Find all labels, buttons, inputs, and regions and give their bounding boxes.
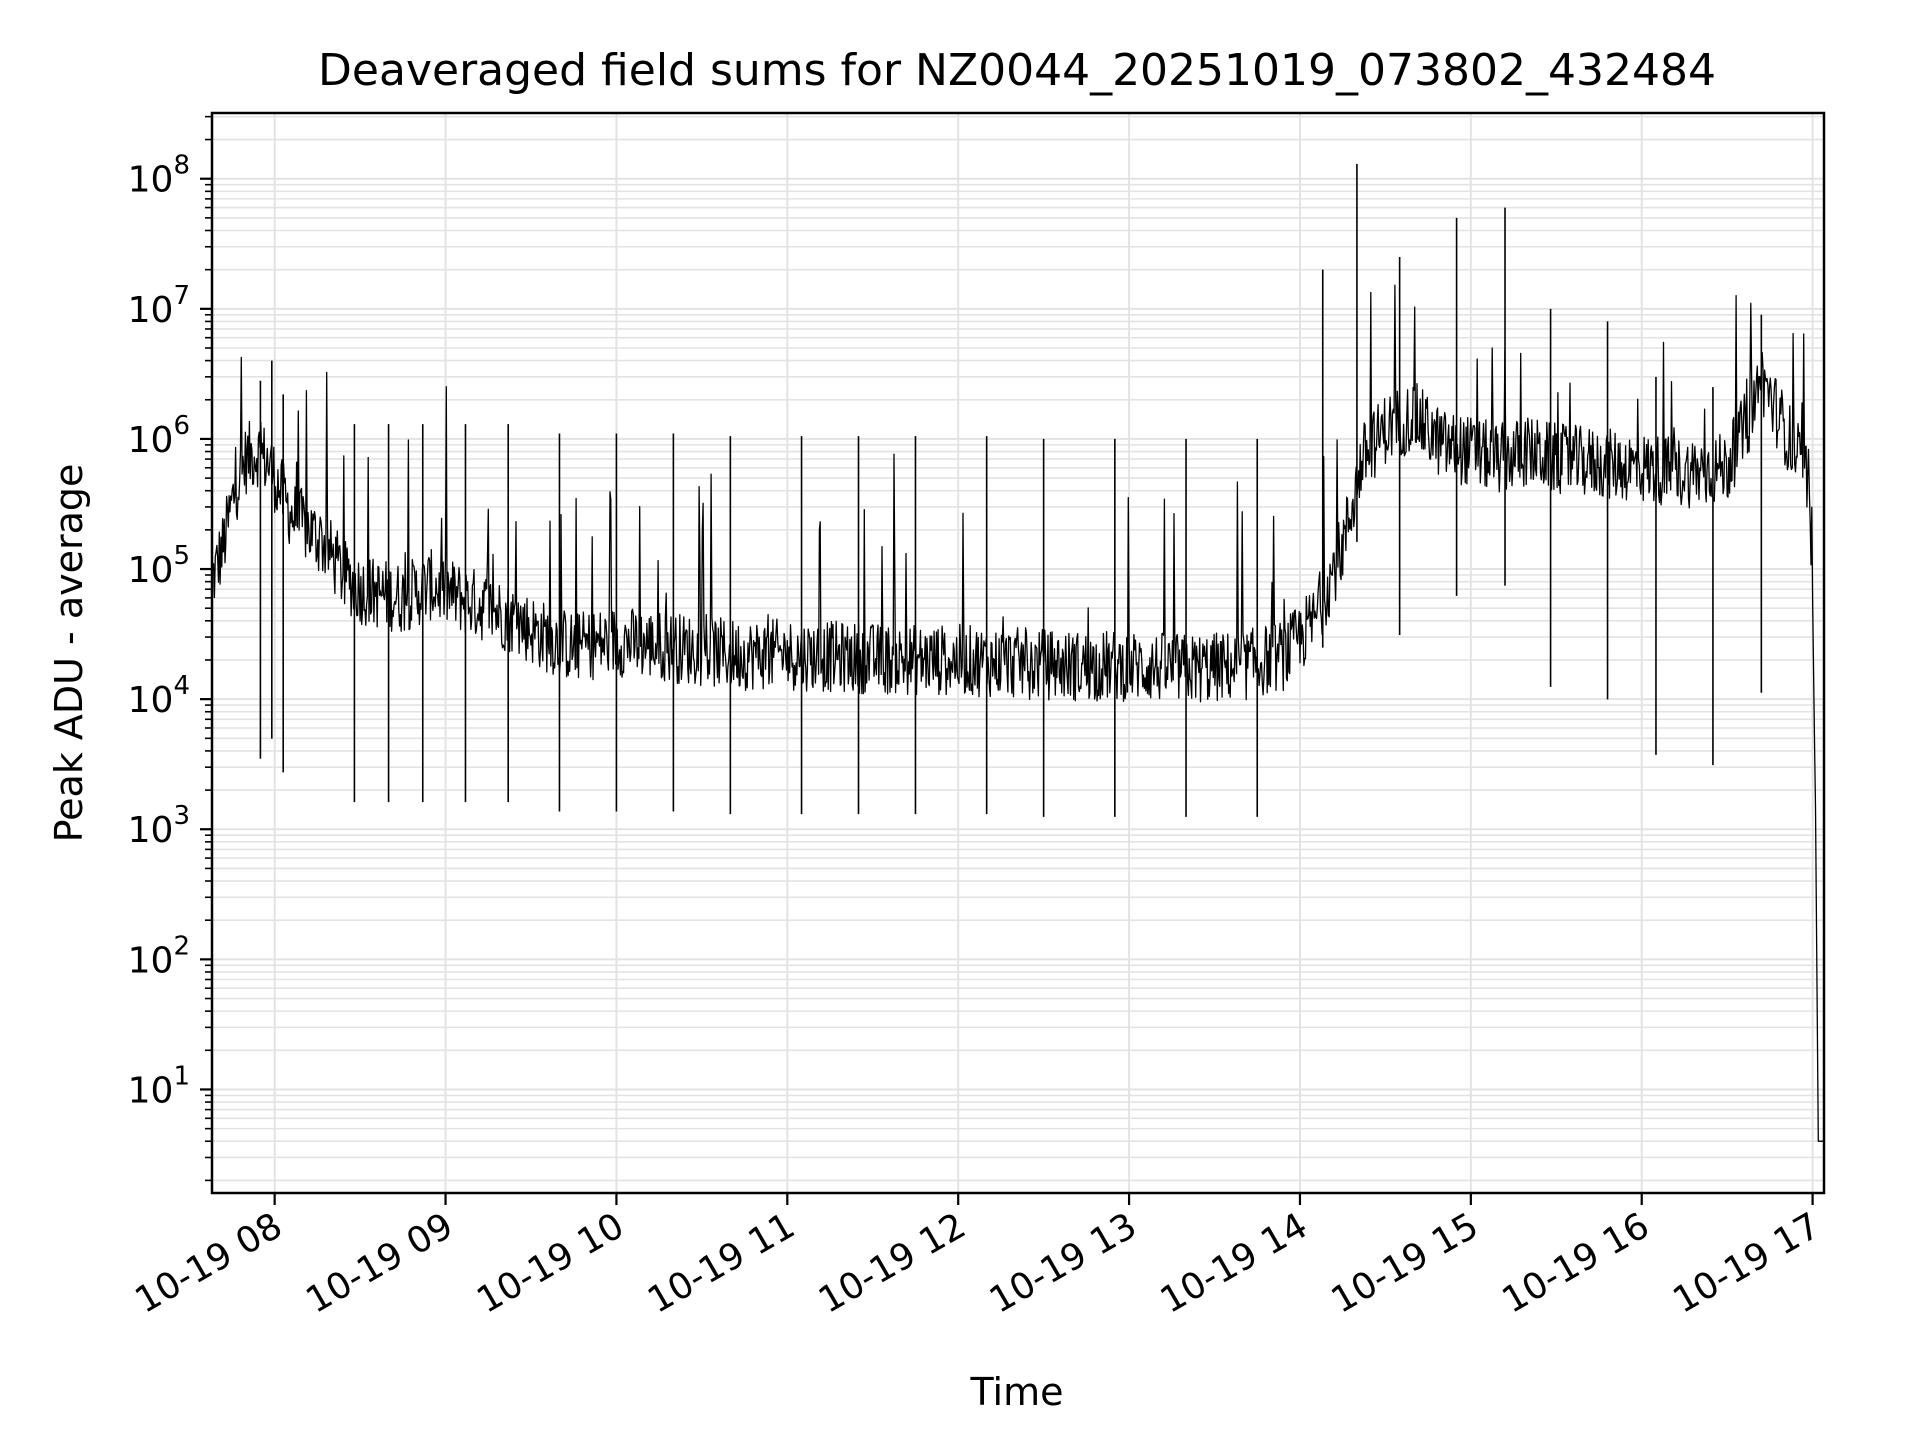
plot-area: [212, 163, 1824, 1142]
chart-title: Deaveraged field sums for NZ0044_2025101…: [318, 45, 1716, 96]
y-tick-label: 102: [128, 931, 190, 981]
x-axis-label: Time: [970, 1370, 1064, 1414]
y-tick-label: 106: [128, 411, 190, 461]
y-tick-label: 104: [128, 671, 190, 721]
y-tick-label: 108: [128, 151, 190, 201]
y-tick-label: 101: [128, 1061, 190, 1111]
y-axis-label: Peak ADU - average: [47, 464, 91, 843]
y-tick-label: 103: [128, 801, 190, 851]
y-tick-label: 107: [128, 281, 190, 331]
series-line: [212, 284, 1824, 1142]
y-tick-label: 105: [128, 541, 190, 591]
plot-frame: [210, 111, 1826, 1195]
y-axis: 101 102 103 104 105 106 107 108: [128, 115, 212, 1182]
